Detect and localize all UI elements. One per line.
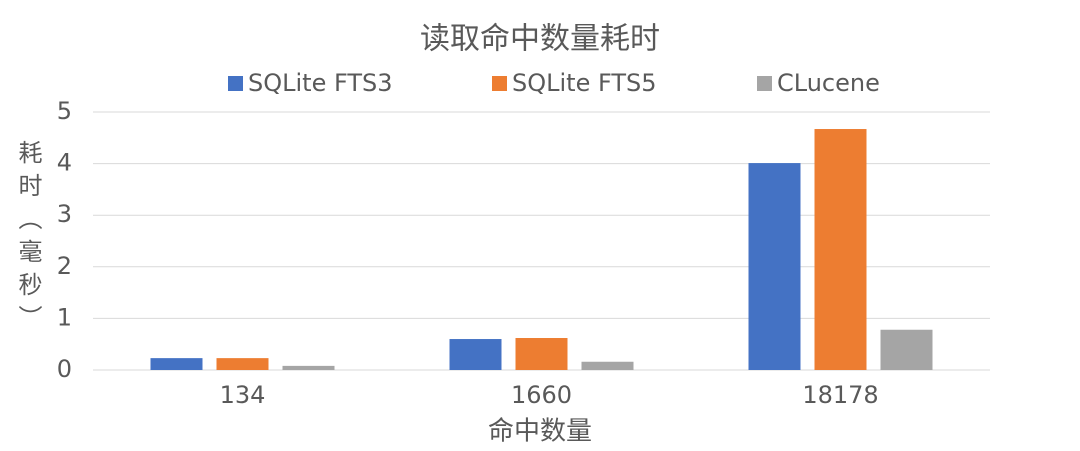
bar [581,361,634,370]
legend-label: SQLite FTS3 [248,69,393,97]
y-tick-label: 0 [57,355,72,383]
y-tick-label: 4 [57,149,72,177]
x-tick-label: 18178 [802,381,878,409]
chart-title: 读取命中数量耗时 [420,22,660,57]
legend-swatch [757,76,772,91]
x-tick-label: 1660 [511,381,572,409]
legend-swatch [492,76,507,91]
y-tick-label: 5 [57,97,72,125]
x-tick-label: 134 [220,381,266,409]
y-tick-label: 2 [57,252,72,280]
bar [150,358,203,370]
bar [515,338,568,370]
bar [880,329,933,370]
x-axis-label: 命中数量 [488,417,592,447]
legend-label: CLucene [777,69,880,97]
bar [282,365,335,370]
legend-label: SQLite FTS5 [512,69,657,97]
y-tick-label: 3 [57,200,72,228]
bar [216,358,269,370]
legend-swatch [228,76,243,91]
bar [814,129,867,370]
y-tick-label: 1 [57,303,72,331]
y-axis-label: 耗时（毫秒） [14,140,42,338]
bar [449,339,502,370]
bar [748,163,801,370]
